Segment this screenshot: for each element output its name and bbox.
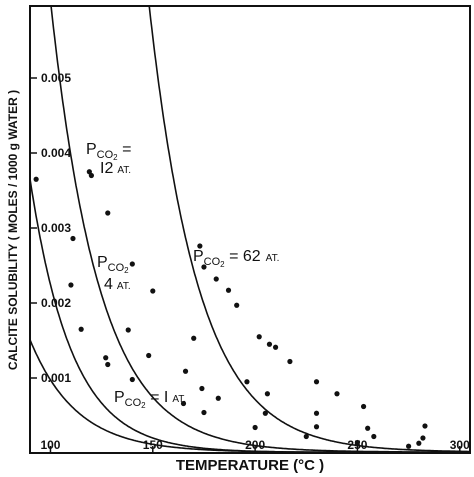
- p62-label-sub2: 2: [220, 260, 225, 269]
- p12-label-sub: CO: [97, 149, 114, 161]
- p1-label-p: P: [114, 389, 125, 406]
- point-p12-8: [313, 410, 320, 416]
- point-p4-5: [199, 385, 205, 392]
- y-axis-title: CALCITE SOLUBILITY ( MOLES / 1000 g WATE…: [6, 90, 20, 370]
- series-label-p1: PCO2 = I AT.: [114, 389, 186, 410]
- point-p62-4: [234, 302, 240, 308]
- p1-label-rest: = I: [146, 389, 169, 406]
- point-p62-12: [422, 423, 428, 429]
- p62-label-unit: AT.: [266, 253, 280, 264]
- p1-label-unit: AT.: [172, 394, 186, 405]
- y-tick-label-0.005: 0.005: [41, 71, 71, 85]
- y-tick-label-0.004: 0.004: [41, 146, 71, 160]
- point-p12-3: [129, 261, 135, 267]
- point-p62-6: [266, 341, 273, 347]
- point-p12-9: [365, 425, 371, 431]
- p12-label-p: P: [86, 141, 97, 158]
- point-p1-10: [406, 443, 412, 449]
- curve-p12: [50, 6, 470, 453]
- series-label-p62: PCO2 = 62 AT.: [193, 248, 279, 269]
- p62-label-p: P: [193, 248, 204, 265]
- point-p4-7: [262, 410, 268, 416]
- point-p4-10: [416, 440, 422, 446]
- point-p12-10: [420, 435, 426, 441]
- fitted-curves: [30, 6, 470, 453]
- series-value-p12: I2 AT.: [100, 160, 131, 177]
- point-p1-9: [354, 439, 361, 446]
- point-p1-3: [105, 361, 111, 368]
- point-p62-0: [197, 243, 203, 249]
- series-label-p4: PCO2: [97, 254, 129, 275]
- p62-label-sub: CO: [204, 256, 221, 268]
- point-p62-3: [225, 287, 232, 293]
- plot-frame: [29, 5, 471, 454]
- data-points: [33, 169, 428, 449]
- y-tick-label-0.002: 0.002: [41, 296, 71, 310]
- x-axis-title: TEMPERATURE (°C ): [176, 457, 324, 474]
- point-p4-3: [146, 352, 152, 359]
- p4-label-sub2: 2: [124, 266, 129, 275]
- point-p1-5: [180, 400, 187, 407]
- point-p1-8: [303, 433, 309, 440]
- y-tick-label-0.001: 0.001: [41, 371, 71, 385]
- point-p1-7: [252, 424, 258, 431]
- point-p4-2: [125, 327, 131, 333]
- p12-label-rest: =: [118, 141, 132, 158]
- point-p62-10: [334, 391, 340, 397]
- point-p1-0: [68, 282, 74, 288]
- point-p12-6: [244, 379, 250, 385]
- p4-label-value: 4: [104, 276, 113, 293]
- point-p4-4: [182, 368, 189, 374]
- curve-p62: [148, 6, 470, 453]
- point-p1-6: [201, 409, 207, 416]
- point-p4-9: [371, 433, 377, 440]
- p1-label-sub: CO: [125, 397, 142, 409]
- p12-label-sub2: 2: [113, 153, 118, 162]
- y-tick-label-0.003: 0.003: [41, 221, 71, 235]
- point-p4-0: [33, 176, 39, 182]
- point-p62-8: [287, 358, 293, 365]
- x-tick-label-300: 300: [450, 438, 470, 452]
- p4-label-unit: AT.: [117, 281, 131, 292]
- series-label-p12: PCO2 =: [86, 141, 131, 162]
- point-p62-7: [272, 344, 279, 350]
- point-p1-4: [129, 376, 135, 383]
- point-p62-1: [201, 264, 207, 270]
- x-tick-label-100: 100: [40, 438, 60, 452]
- point-p12-5: [191, 335, 197, 341]
- point-p4-8: [313, 424, 320, 430]
- point-p62-11: [360, 403, 367, 410]
- point-p1-2: [103, 355, 109, 361]
- point-p62-9: [313, 379, 320, 385]
- p1-label-sub2: 2: [141, 401, 146, 410]
- series-value-p4: 4 AT.: [104, 276, 131, 293]
- axes: [29, 5, 471, 454]
- point-p12-7: [264, 391, 270, 397]
- p4-label-p: P: [97, 254, 108, 271]
- point-p1-1: [78, 326, 84, 332]
- point-p12-4: [150, 288, 156, 294]
- point-p4-1: [70, 235, 76, 242]
- curve-p4: [30, 178, 470, 453]
- p12-label-value: I2: [100, 160, 113, 177]
- point-p12-2: [105, 210, 111, 216]
- point-p62-5: [256, 334, 262, 340]
- point-p4-6: [215, 395, 221, 401]
- p4-label-sub: CO: [108, 262, 125, 274]
- p62-label-rest: = 62: [225, 248, 261, 265]
- p12-label-unit: AT.: [117, 165, 131, 176]
- point-p62-2: [213, 276, 219, 282]
- point-p12-1: [88, 172, 94, 179]
